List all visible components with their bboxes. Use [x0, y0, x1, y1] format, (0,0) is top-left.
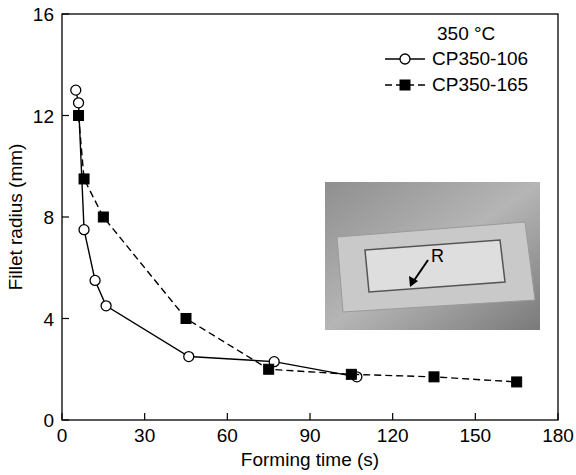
- chart: 0 30 60 90 120 150 180 0 4 8 12 16 Forming time (s) F…: [0, 0, 576, 475]
- x-tick: [309, 413, 310, 420]
- series-line: [79, 116, 517, 382]
- data-point: [74, 98, 84, 108]
- y-tick-label: 12: [33, 106, 54, 127]
- y-tick: [62, 216, 69, 217]
- data-point: [79, 225, 89, 235]
- x-tick-label: 60: [217, 425, 238, 446]
- data-point: [101, 301, 111, 311]
- data-point: [184, 352, 194, 362]
- legend-marker: [400, 54, 410, 64]
- y-tick: [62, 318, 69, 319]
- x-axis-title: Forming time (s): [241, 449, 379, 470]
- inset-part: [365, 240, 505, 292]
- plot-frame: [62, 14, 558, 420]
- y-tick-label: 8: [43, 207, 54, 228]
- data-point: [346, 369, 356, 379]
- inset-photo: [325, 182, 540, 330]
- legend-title: 350 °C: [437, 23, 495, 44]
- data-point: [79, 174, 89, 184]
- data-point: [98, 212, 108, 222]
- data-point: [264, 364, 274, 374]
- data-point: [74, 111, 84, 121]
- series-line: [76, 90, 357, 377]
- inset-sheet: [337, 222, 535, 312]
- data-point: [512, 377, 522, 387]
- x-tick: [144, 413, 145, 420]
- inset-label: R: [431, 246, 444, 266]
- x-tick-label: 150: [459, 425, 491, 446]
- y-tick-label: 16: [33, 4, 54, 25]
- x-tick-label: 180: [542, 425, 574, 446]
- y-axis-title: Fillet radius (mm): [5, 144, 26, 291]
- legend-label: CP350-165: [432, 74, 528, 95]
- x-tick: [227, 413, 228, 420]
- x-tick-label: 30: [134, 425, 155, 446]
- x-tick: [475, 413, 476, 420]
- data-point: [90, 275, 100, 285]
- inset-arrow: [413, 260, 428, 282]
- legend-label: CP350-106: [432, 48, 528, 69]
- y-tick-label: 4: [43, 309, 54, 330]
- x-tick-label: 90: [299, 425, 320, 446]
- y-tick: [62, 115, 69, 116]
- x-tick-label: 0: [57, 425, 68, 446]
- data-point: [181, 314, 191, 324]
- data-group: [71, 85, 522, 387]
- y-tick-label: 0: [43, 410, 54, 431]
- data-point: [429, 372, 439, 382]
- inset-arrowhead: [409, 276, 418, 287]
- legend-marker: [400, 80, 410, 90]
- x-tick: [392, 413, 393, 420]
- data-point: [71, 85, 81, 95]
- x-tick-label: 120: [377, 425, 409, 446]
